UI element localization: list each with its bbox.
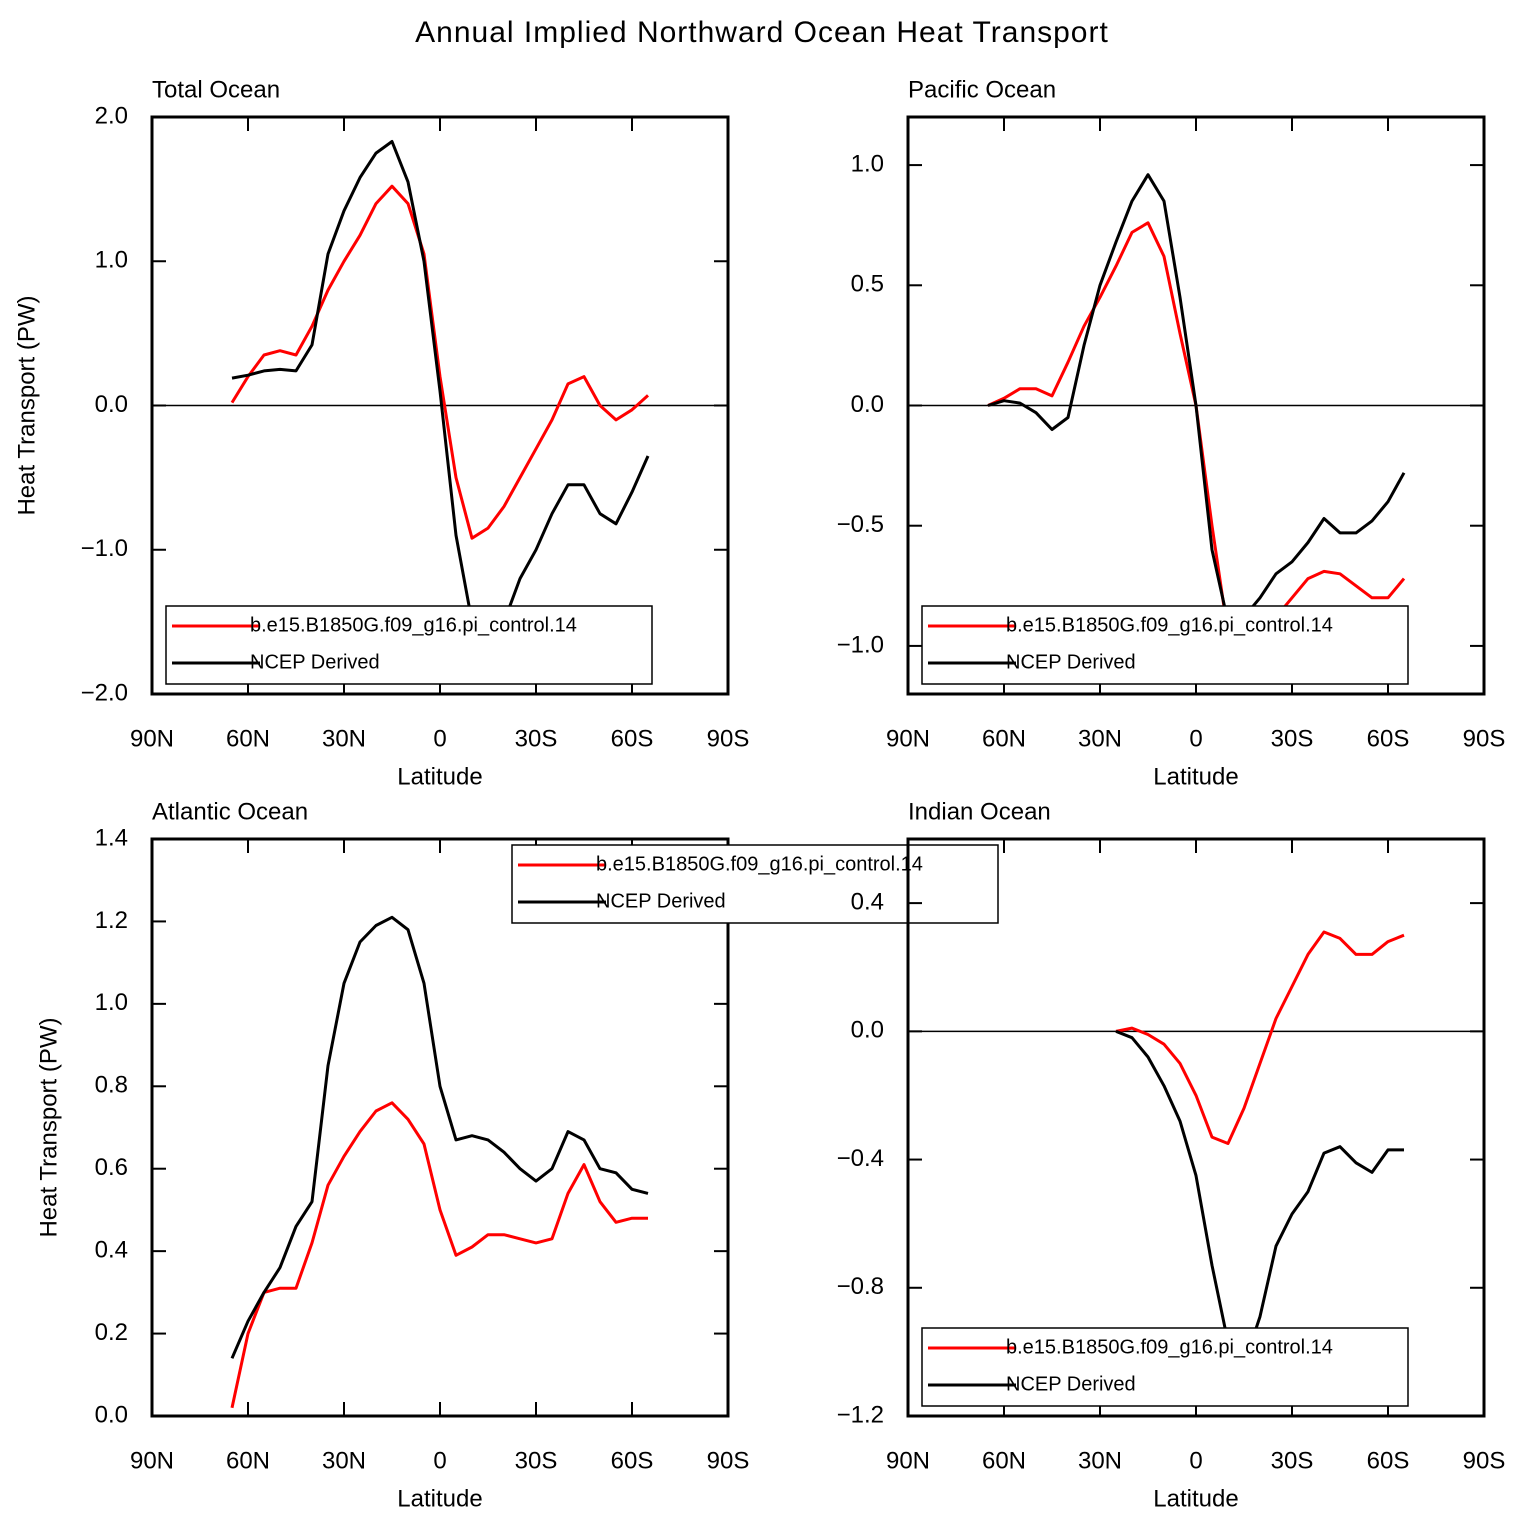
figure-title: Annual Implied Northward Ocean Heat Tran… bbox=[415, 16, 1109, 49]
x-tick-label: 0 bbox=[1189, 725, 1202, 752]
legend-label: b.e15.B1850G.f09_g16.pi_control.14 bbox=[1006, 1336, 1333, 1358]
x-tick-label: 90S bbox=[1463, 725, 1506, 752]
x-tick-label: 60N bbox=[226, 725, 270, 752]
x-tick-label: 60N bbox=[226, 1447, 270, 1474]
data-line bbox=[987, 221, 1406, 648]
y-tick-label: 1.0 bbox=[95, 989, 128, 1016]
y-tick-label: 0.0 bbox=[851, 1017, 884, 1044]
x-tick-label: 30N bbox=[1078, 1447, 1122, 1474]
panel-title: Pacific Ocean bbox=[908, 76, 1056, 103]
y-tick-label: −1.0 bbox=[81, 535, 128, 562]
x-tick-label: 30N bbox=[322, 1447, 366, 1474]
x-tick-label: 90N bbox=[130, 1447, 174, 1474]
x-tick-label: 0 bbox=[433, 725, 446, 752]
x-tick-label: 90S bbox=[1463, 1447, 1506, 1474]
x-tick-label: 60S bbox=[1367, 725, 1410, 752]
legend-label: b.e15.B1850G.f09_g16.pi_control.14 bbox=[250, 614, 577, 636]
legend-label: NCEP Derived bbox=[250, 651, 380, 673]
x-tick-label: 30N bbox=[1078, 725, 1122, 752]
x-axis-label: Latitude bbox=[397, 763, 482, 790]
x-tick-label: 60S bbox=[1367, 1447, 1410, 1474]
legend-label: NCEP Derived bbox=[1006, 1373, 1136, 1395]
y-tick-label: 0.0 bbox=[95, 1401, 128, 1428]
x-tick-label: 90S bbox=[707, 1447, 750, 1474]
x-axis-label: Latitude bbox=[1153, 763, 1238, 790]
y-tick-label: 1.2 bbox=[95, 907, 128, 934]
legend-label: b.e15.B1850G.f09_g16.pi_control.14 bbox=[596, 853, 923, 875]
x-tick-label: 30S bbox=[515, 1447, 558, 1474]
y-tick-label: 0.6 bbox=[95, 1154, 128, 1181]
x-tick-label: 90N bbox=[886, 725, 930, 752]
data-line bbox=[1115, 930, 1405, 1145]
x-tick-label: 0 bbox=[433, 1447, 446, 1474]
y-tick-label: 2.0 bbox=[95, 102, 128, 129]
y-axis-label: Heat Transport (PW) bbox=[13, 295, 40, 515]
y-tick-label: 0.0 bbox=[95, 391, 128, 418]
panel-title: Indian Ocean bbox=[908, 798, 1051, 825]
x-tick-label: 90N bbox=[886, 1447, 930, 1474]
y-tick-label: −0.5 bbox=[837, 511, 884, 538]
x-tick-label: 0 bbox=[1189, 1447, 1202, 1474]
y-axis-label: Heat Transport (PW) bbox=[35, 1017, 62, 1237]
legend-box bbox=[921, 605, 1409, 685]
legend-label: NCEP Derived bbox=[596, 890, 726, 912]
panel-title: Atlantic Ocean bbox=[152, 798, 308, 825]
y-tick-label: −0.8 bbox=[837, 1273, 884, 1300]
x-tick-label: 90S bbox=[707, 725, 750, 752]
x-tick-label: 60S bbox=[611, 1447, 654, 1474]
y-tick-label: −1.0 bbox=[837, 631, 884, 658]
y-tick-label: 1.0 bbox=[95, 247, 128, 274]
y-tick-label: 0.4 bbox=[851, 888, 884, 915]
data-line bbox=[230, 915, 649, 1359]
y-tick-label: 0.0 bbox=[851, 391, 884, 418]
y-tick-label: −0.4 bbox=[837, 1145, 884, 1172]
x-tick-label: 60N bbox=[982, 725, 1026, 752]
y-tick-label: 1.4 bbox=[95, 824, 128, 851]
x-tick-label: 90N bbox=[130, 725, 174, 752]
legend-label: b.e15.B1850G.f09_g16.pi_control.14 bbox=[1006, 614, 1333, 636]
legend-box bbox=[165, 605, 653, 685]
x-tick-label: 30S bbox=[1271, 1447, 1314, 1474]
data-line bbox=[230, 184, 650, 540]
legend-box bbox=[921, 1327, 1409, 1407]
y-tick-label: −1.2 bbox=[837, 1401, 884, 1428]
legend-box bbox=[511, 844, 999, 924]
x-tick-label: 60N bbox=[982, 1447, 1026, 1474]
x-tick-label: 30N bbox=[322, 725, 366, 752]
data-line bbox=[230, 1101, 648, 1409]
plot-frame bbox=[150, 837, 730, 1418]
data-line bbox=[231, 140, 650, 645]
x-axis-label: Latitude bbox=[1153, 1485, 1238, 1512]
legend-label: NCEP Derived bbox=[1006, 651, 1136, 673]
y-tick-label: −2.0 bbox=[81, 679, 128, 706]
panel-title: Total Ocean bbox=[152, 76, 280, 103]
y-tick-label: 1.0 bbox=[851, 150, 884, 177]
y-tick-label: 0.4 bbox=[95, 1236, 128, 1263]
x-tick-label: 30S bbox=[515, 725, 558, 752]
data-line bbox=[987, 173, 1406, 624]
y-tick-label: 0.2 bbox=[95, 1319, 128, 1346]
y-tick-label: 0.5 bbox=[851, 271, 884, 298]
data-line bbox=[1115, 1029, 1404, 1367]
x-tick-label: 30S bbox=[1271, 725, 1314, 752]
x-tick-label: 60S bbox=[611, 725, 654, 752]
x-axis-label: Latitude bbox=[397, 1485, 482, 1512]
y-tick-label: 0.8 bbox=[95, 1072, 128, 1099]
